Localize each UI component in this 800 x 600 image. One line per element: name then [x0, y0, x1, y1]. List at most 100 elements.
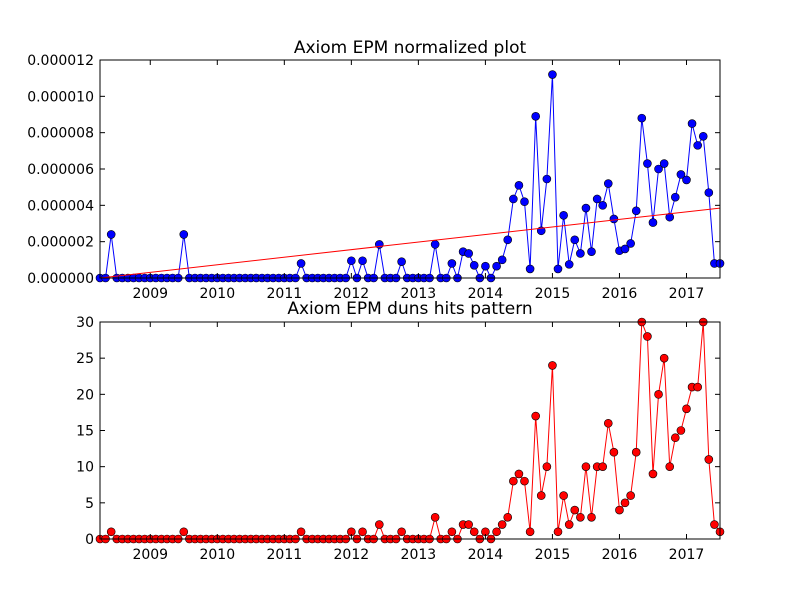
data-point — [643, 332, 652, 341]
data-point — [397, 527, 406, 537]
data-point — [397, 257, 406, 266]
data-point — [503, 512, 513, 522]
data-point — [631, 206, 641, 216]
y-tick-label: 10 — [76, 460, 94, 476]
data-point — [581, 462, 591, 471]
data-point — [682, 175, 691, 185]
data-point — [106, 527, 116, 537]
x-tick-label: 2017 — [669, 547, 705, 563]
data-point — [509, 476, 518, 486]
duns-hits-title: Axiom EPM duns hits pattern — [287, 299, 532, 319]
data-point — [615, 505, 624, 515]
data-point — [542, 462, 552, 471]
data-point — [637, 113, 647, 123]
data-point — [520, 197, 529, 206]
data-point — [553, 527, 563, 537]
data-point — [626, 491, 635, 500]
data-point — [464, 249, 473, 258]
data-point — [542, 174, 552, 184]
data-point — [598, 201, 608, 210]
data-point — [570, 235, 580, 245]
series-line — [100, 74, 720, 278]
normalized-plot-title: Axiom EPM normalized plot — [294, 38, 527, 58]
y-tick-label: 30 — [76, 315, 94, 331]
data-point — [710, 520, 719, 529]
data-point — [492, 261, 501, 271]
data-point — [296, 259, 306, 268]
data-point — [447, 527, 457, 537]
x-tick-label: 2010 — [199, 547, 235, 563]
data-point — [536, 491, 546, 500]
normalized-plot-panel: Axiom EPM normalized plot 2009 2010 2011 20… — [27, 38, 725, 302]
duns-hits-panel: Axiom EPM duns hits pattern 2009 2010 2011… — [76, 299, 725, 563]
x-tick-label: 2011 — [267, 286, 303, 302]
data-point — [497, 255, 507, 265]
normalized-plot-series — [95, 70, 725, 283]
data-point — [464, 520, 473, 529]
data-point — [587, 512, 596, 522]
data-point — [179, 527, 189, 537]
x-tick-label: 2015 — [535, 286, 571, 302]
data-point — [626, 239, 635, 248]
x-tick-label: 2014 — [468, 547, 504, 563]
data-point — [603, 418, 613, 428]
data-point — [469, 527, 479, 537]
data-point — [503, 235, 513, 245]
data-point — [603, 179, 613, 188]
data-point — [525, 264, 535, 274]
data-point — [548, 361, 557, 370]
normalized-plot-ticks: 2009 2010 2011 2012 2013 2014 2015 2016 2017 0.00… — [27, 53, 720, 302]
data-point — [531, 112, 540, 121]
data-point — [106, 230, 116, 239]
data-point — [704, 455, 714, 464]
data-point — [576, 249, 585, 258]
data-point — [531, 411, 540, 421]
data-point — [693, 382, 702, 392]
normalized-plot-frame — [99, 59, 721, 279]
data-point — [665, 462, 675, 471]
y-tick-label: 0 — [85, 532, 94, 548]
data-point — [564, 260, 574, 269]
data-point — [704, 188, 714, 197]
data-point — [676, 426, 686, 435]
x-tick-label: 2012 — [334, 547, 370, 563]
data-point — [559, 211, 568, 220]
data-point — [643, 159, 652, 168]
data-point — [548, 70, 557, 79]
data-point — [631, 447, 641, 457]
data-point — [347, 256, 356, 266]
x-tick-label: 2017 — [669, 286, 705, 302]
data-point — [481, 261, 490, 271]
data-point — [609, 214, 619, 224]
data-point — [665, 212, 675, 222]
data-point — [670, 433, 680, 443]
data-point — [682, 404, 691, 414]
data-point — [654, 164, 663, 174]
data-point — [576, 512, 585, 522]
y-tick-label: 0.000012 — [27, 53, 94, 69]
data-point — [559, 491, 568, 500]
y-tick-label: 0.000000 — [27, 271, 94, 287]
data-point — [648, 218, 658, 227]
data-point — [587, 247, 596, 256]
data-point — [358, 527, 367, 537]
data-point — [492, 527, 501, 537]
data-point — [620, 244, 630, 254]
data-point — [509, 194, 518, 204]
x-tick-label: 2009 — [132, 547, 168, 563]
data-point — [693, 141, 702, 150]
data-point — [564, 520, 574, 529]
y-tick-label: 0.000002 — [27, 235, 94, 251]
data-point — [654, 390, 663, 399]
data-point — [592, 194, 602, 204]
data-point — [374, 520, 384, 529]
x-tick-label: 2010 — [199, 286, 235, 302]
x-tick-label: 2013 — [401, 547, 437, 563]
data-point — [570, 505, 580, 515]
data-point — [430, 240, 440, 249]
data-point — [659, 159, 669, 168]
y-tick-label: 25 — [76, 351, 94, 367]
data-point — [430, 512, 440, 522]
data-point — [676, 170, 686, 179]
data-point — [358, 256, 367, 266]
